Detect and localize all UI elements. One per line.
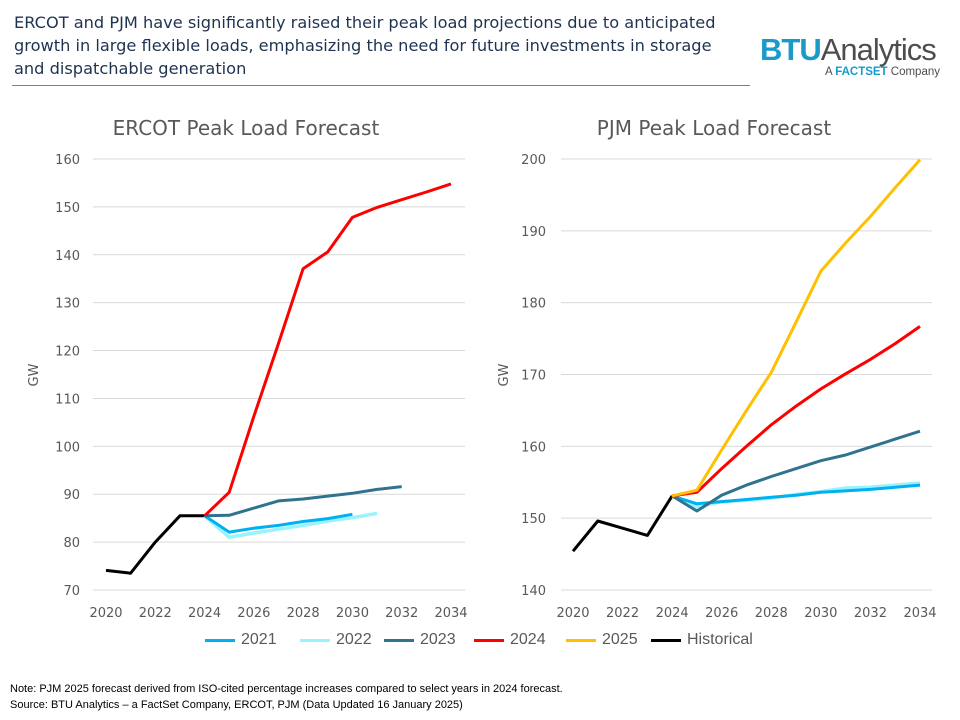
x-tick-label: 2024: [188, 606, 221, 621]
y-tick-label: 140: [55, 249, 80, 264]
legend-item-2024: 2024: [474, 631, 546, 649]
legend: 2021 2022 2023 2024 2025 Historical: [0, 631, 960, 653]
legend-label: 2024: [510, 631, 546, 648]
y-tick-label: 160: [55, 153, 80, 168]
y-tick-label: 150: [521, 512, 546, 527]
legend-item-2023: 2023: [384, 631, 456, 649]
x-tick-label: 2020: [89, 606, 122, 621]
y-tick-label: 90: [63, 488, 80, 503]
y-tick-label: 70: [63, 584, 80, 599]
legend-swatch: [205, 638, 235, 642]
series-line-historical: [571, 495, 674, 553]
legend-swatch: [474, 638, 504, 642]
source-note: Source: BTU Analytics – a FactSet Compan…: [10, 699, 463, 711]
chart-title: ERCOT Peak Load Forecast: [113, 116, 380, 140]
series-line-2024: [671, 325, 921, 498]
y-tick-label: 110: [55, 392, 80, 407]
legend-label: 2023: [420, 631, 456, 648]
y-tick-label: 180: [521, 297, 546, 312]
logo-analytics: Analytics: [820, 32, 937, 67]
header-rule: [12, 85, 750, 86]
footnote: Note: PJM 2025 forecast derived from ISO…: [10, 683, 563, 695]
y-tick-label: 190: [521, 225, 546, 240]
x-tick-label: 2022: [139, 606, 172, 621]
x-tick-label: 2022: [606, 606, 639, 621]
y-tick-label: 170: [521, 369, 546, 384]
y-tick-label: 100: [55, 440, 80, 455]
series-line-2025: [671, 158, 922, 498]
y-tick-label: 150: [55, 201, 80, 216]
legend-item-2022: 2022: [300, 631, 372, 649]
x-tick-label: 2024: [656, 606, 689, 621]
x-tick-label: 2020: [556, 606, 589, 621]
legend-item-historical: Historical: [651, 631, 753, 649]
chart-title: PJM Peak Load Forecast: [597, 116, 832, 140]
series-line-2023: [671, 429, 921, 513]
y-tick-label: 80: [63, 536, 80, 551]
legend-swatch: [566, 638, 596, 642]
x-tick-label: 2028: [755, 606, 788, 621]
x-tick-label: 2026: [237, 606, 270, 621]
series-line-2022: [203, 511, 378, 540]
y-axis-label: GW: [27, 363, 42, 386]
legend-item-2021: 2021: [205, 631, 277, 649]
logo-btu: BTU: [760, 32, 822, 67]
legend-swatch: [651, 638, 681, 642]
x-tick-label: 2034: [434, 606, 467, 621]
y-tick-label: 160: [521, 440, 546, 455]
x-tick-label: 2032: [385, 606, 418, 621]
x-tick-label: 2028: [287, 606, 320, 621]
y-tick-label: 140: [521, 584, 546, 599]
x-tick-label: 2032: [854, 606, 887, 621]
series-line-2023: [204, 485, 402, 518]
y-axis-label: GW: [497, 363, 512, 386]
legend-swatch: [300, 638, 330, 642]
btu-analytics-logo: BTUAnalytics A FACTSET Company: [760, 32, 950, 79]
y-tick-label: 130: [55, 297, 80, 312]
x-tick-label: 2030: [804, 606, 837, 621]
x-tick-label: 2034: [903, 606, 936, 621]
series-line-2021: [671, 483, 921, 506]
legend-label: 2021: [241, 631, 277, 648]
legend-label: 2022: [336, 631, 372, 648]
logo-sub-prefix: A: [824, 66, 836, 78]
series-line-2024: [203, 182, 452, 517]
logo-sub-suffix: Company: [887, 66, 940, 78]
x-tick-label: 2026: [705, 606, 738, 621]
logo-factset: FACTSET: [835, 66, 888, 78]
y-tick-label: 120: [55, 345, 80, 360]
y-tick-label: 200: [521, 153, 546, 168]
legend-swatch: [384, 638, 414, 642]
series-line-historical: [105, 514, 205, 575]
x-tick-label: 2030: [336, 606, 369, 621]
series-line-2021: [203, 512, 353, 534]
legend-label: Historical: [687, 631, 753, 648]
headline: ERCOT and PJM have significantly raised …: [14, 13, 716, 78]
legend-label: 2025: [602, 631, 638, 648]
legend-item-2025: 2025: [566, 631, 638, 649]
